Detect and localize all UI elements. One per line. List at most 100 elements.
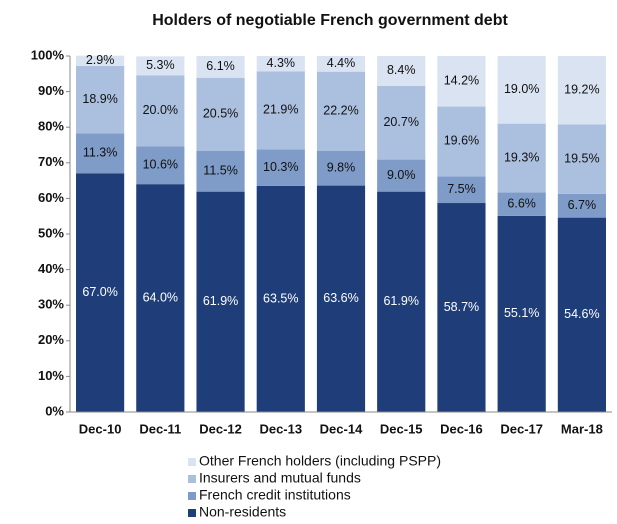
- y-tick-label: 90%: [38, 83, 64, 98]
- bar-segment: [437, 106, 486, 177]
- legend-swatch: [188, 509, 196, 517]
- bar-segment: [256, 71, 305, 150]
- value-label: 58.7%: [444, 300, 479, 314]
- x-tick-label: Mar-18: [561, 421, 603, 436]
- value-label: 20.5%: [203, 107, 238, 121]
- value-label: 63.5%: [263, 291, 298, 305]
- value-label: 6.1%: [206, 59, 235, 73]
- bar-segment: [557, 56, 606, 125]
- bar-segment: [377, 191, 426, 412]
- bar-segment: [76, 65, 125, 134]
- bar-segment: [196, 56, 245, 78]
- y-tick-label: 20%: [38, 332, 64, 347]
- x-tick-label: Dec-13: [259, 421, 302, 436]
- bar-segment: [316, 56, 366, 72]
- bar-segment: [316, 185, 366, 412]
- legend-swatch: [188, 475, 196, 483]
- value-label: 61.9%: [383, 294, 418, 308]
- value-label: 4.4%: [327, 56, 356, 70]
- bar-segment: [497, 56, 546, 124]
- bar-segment: [196, 191, 245, 412]
- x-tick-label: Dec-10: [79, 421, 122, 436]
- x-tick-label: Dec-11: [139, 421, 181, 436]
- bar-segment: [256, 149, 305, 186]
- value-label: 11.5%: [203, 163, 238, 177]
- bar-segment: [557, 217, 606, 412]
- value-label: 10.3%: [263, 160, 298, 174]
- value-label: 64.0%: [143, 290, 178, 304]
- bar-segment: [557, 193, 606, 218]
- bar-segment: [316, 150, 366, 186]
- bar-segment: [136, 56, 185, 76]
- bar-segment: [497, 123, 546, 193]
- y-tick-label: 0%: [45, 403, 64, 418]
- value-label: 54.6%: [564, 307, 599, 321]
- value-label: 21.9%: [263, 103, 298, 117]
- bar-segment: [497, 215, 546, 412]
- value-label: 22.2%: [323, 103, 358, 117]
- y-tick-label: 30%: [38, 297, 64, 312]
- value-label: 6.6%: [507, 196, 536, 210]
- value-label: 20.7%: [383, 115, 418, 129]
- value-label: 14.2%: [444, 74, 479, 88]
- value-label: 19.5%: [564, 151, 599, 165]
- bar-segment: [316, 71, 366, 151]
- value-label: 6.7%: [568, 198, 597, 212]
- bar-segment: [256, 56, 305, 72]
- y-tick-label: 10%: [38, 368, 64, 383]
- legend-swatch: [188, 458, 196, 466]
- x-tick-label: Dec-12: [199, 421, 242, 436]
- x-tick-label: Dec-16: [440, 421, 483, 436]
- value-label: 11.3%: [83, 146, 118, 160]
- legend-label: Other French holders (including PSPP): [199, 453, 441, 469]
- value-label: 19.2%: [564, 82, 599, 96]
- value-label: 5.3%: [146, 58, 175, 72]
- bar-segment: [377, 159, 426, 192]
- bar-segment: [136, 184, 185, 412]
- value-label: 19.3%: [504, 150, 539, 164]
- value-label: 8.4%: [387, 63, 416, 77]
- chart-title: Holders of negotiable French government …: [152, 12, 508, 29]
- legend-swatch: [188, 492, 196, 500]
- y-tick-label: 50%: [38, 225, 64, 240]
- x-tick-label: Dec-17: [500, 421, 543, 436]
- y-tick-label: 80%: [38, 119, 64, 134]
- bar-segment: [76, 133, 125, 174]
- value-label: 61.9%: [203, 294, 238, 308]
- bar-segment: [136, 75, 185, 147]
- value-label: 67.0%: [82, 285, 117, 299]
- x-tick-label: Dec-14: [320, 421, 363, 436]
- bar-segment: [557, 124, 606, 194]
- bar-segment: [377, 85, 426, 160]
- bar-segment: [136, 146, 185, 185]
- bar-segment: [196, 77, 245, 151]
- bar-segment: [437, 176, 486, 204]
- value-label: 9.8%: [327, 160, 356, 174]
- bar-segment: [76, 55, 125, 66]
- bar-segment: [437, 203, 486, 412]
- value-label: 10.6%: [143, 158, 178, 172]
- y-tick-label: 60%: [38, 190, 64, 205]
- bar-segment: [76, 173, 125, 412]
- value-label: 7.5%: [447, 182, 476, 196]
- legend-label: Insurers and mutual funds: [199, 470, 361, 486]
- value-label: 55.1%: [504, 306, 539, 320]
- bar-segment: [437, 56, 486, 107]
- bar-segment: [256, 185, 305, 412]
- x-tick-label: Dec-15: [380, 421, 423, 436]
- bar-segment: [497, 192, 546, 216]
- y-tick-label: 100%: [31, 47, 65, 62]
- legend-label: French credit institutions: [199, 487, 351, 503]
- bar-segment: [377, 56, 426, 86]
- bar-segment: [196, 150, 245, 192]
- legend-label: Non-residents: [199, 504, 286, 520]
- value-label: 18.9%: [82, 92, 117, 106]
- value-label: 2.9%: [86, 53, 115, 67]
- y-tick-label: 40%: [38, 261, 64, 276]
- y-tick-label: 70%: [38, 154, 64, 169]
- value-label: 63.6%: [323, 291, 358, 305]
- value-label: 19.0%: [504, 82, 539, 96]
- value-label: 19.6%: [444, 134, 479, 148]
- value-label: 9.0%: [387, 168, 416, 182]
